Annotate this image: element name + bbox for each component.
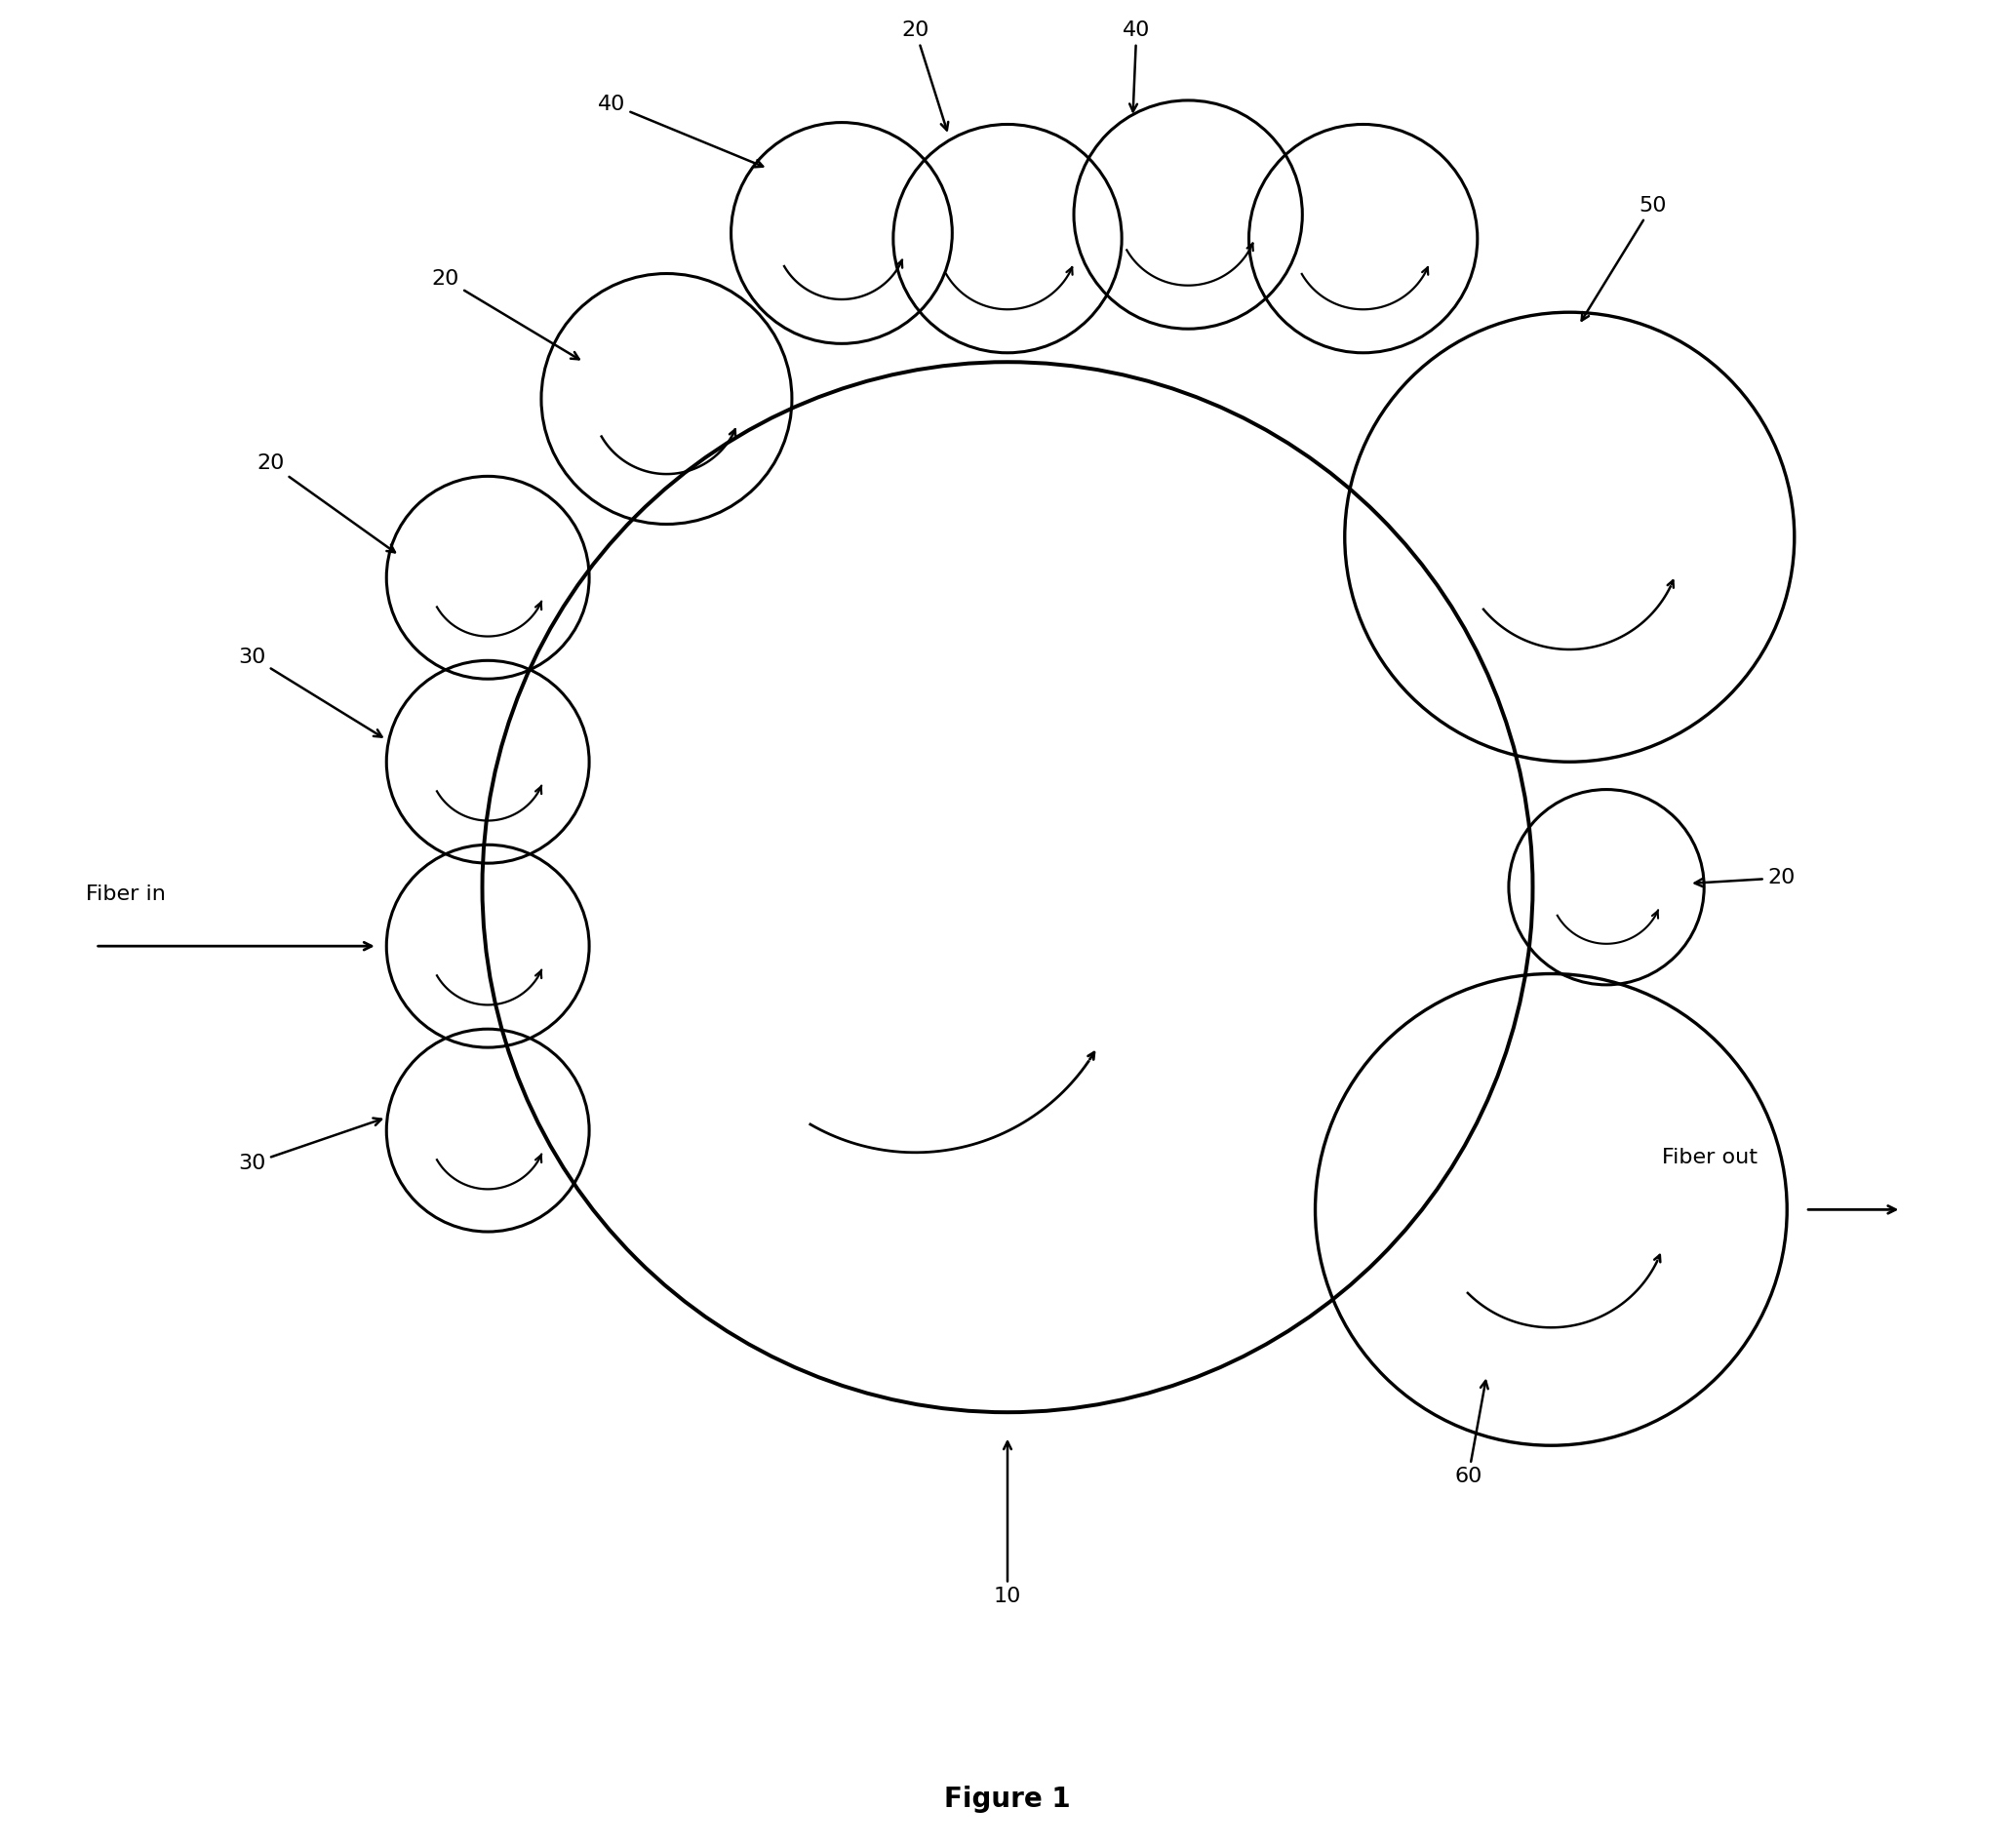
Text: 30: 30	[238, 647, 383, 737]
Text: Fiber in: Fiber in	[87, 885, 165, 904]
Text: Fiber out: Fiber out	[1662, 1148, 1757, 1168]
Text: 20: 20	[256, 453, 395, 553]
Text: 20: 20	[901, 20, 949, 129]
Text: 60: 60	[1455, 1380, 1487, 1486]
Text: 50: 50	[1582, 196, 1666, 320]
Text: 20: 20	[431, 270, 578, 359]
Text: 40: 40	[598, 94, 764, 166]
Text: 40: 40	[1122, 20, 1151, 111]
Text: 10: 10	[993, 1441, 1022, 1606]
Text: 30: 30	[238, 1118, 381, 1173]
Text: 20: 20	[1695, 869, 1795, 887]
Text: Figure 1: Figure 1	[945, 1785, 1070, 1813]
